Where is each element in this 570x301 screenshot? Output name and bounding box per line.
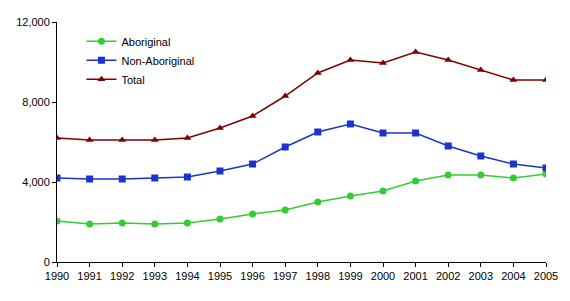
svg-text:1996: 1996 (240, 270, 264, 282)
svg-text:Aboriginal: Aboriginal (121, 36, 170, 48)
svg-text:4,000: 4,000 (22, 176, 50, 188)
svg-text:1997: 1997 (273, 270, 297, 282)
svg-text:2005: 2005 (534, 270, 558, 282)
svg-text:Total: Total (121, 74, 144, 86)
svg-text:12,000: 12,000 (16, 16, 50, 28)
svg-text:1995: 1995 (208, 270, 232, 282)
svg-text:1998: 1998 (306, 270, 330, 282)
svg-text:2004: 2004 (501, 270, 525, 282)
svg-text:1990: 1990 (45, 270, 69, 282)
svg-text:2002: 2002 (436, 270, 460, 282)
svg-text:1999: 1999 (338, 270, 362, 282)
svg-text:Non-Aboriginal: Non-Aboriginal (121, 55, 194, 67)
svg-text:1994: 1994 (175, 270, 199, 282)
svg-text:2000: 2000 (371, 270, 395, 282)
svg-text:2001: 2001 (403, 270, 427, 282)
svg-text:1991: 1991 (77, 270, 101, 282)
svg-text:1993: 1993 (143, 270, 167, 282)
svg-text:0: 0 (44, 256, 50, 268)
svg-text:8,000: 8,000 (22, 96, 50, 108)
svg-text:2003: 2003 (469, 270, 493, 282)
svg-text:1992: 1992 (110, 270, 134, 282)
